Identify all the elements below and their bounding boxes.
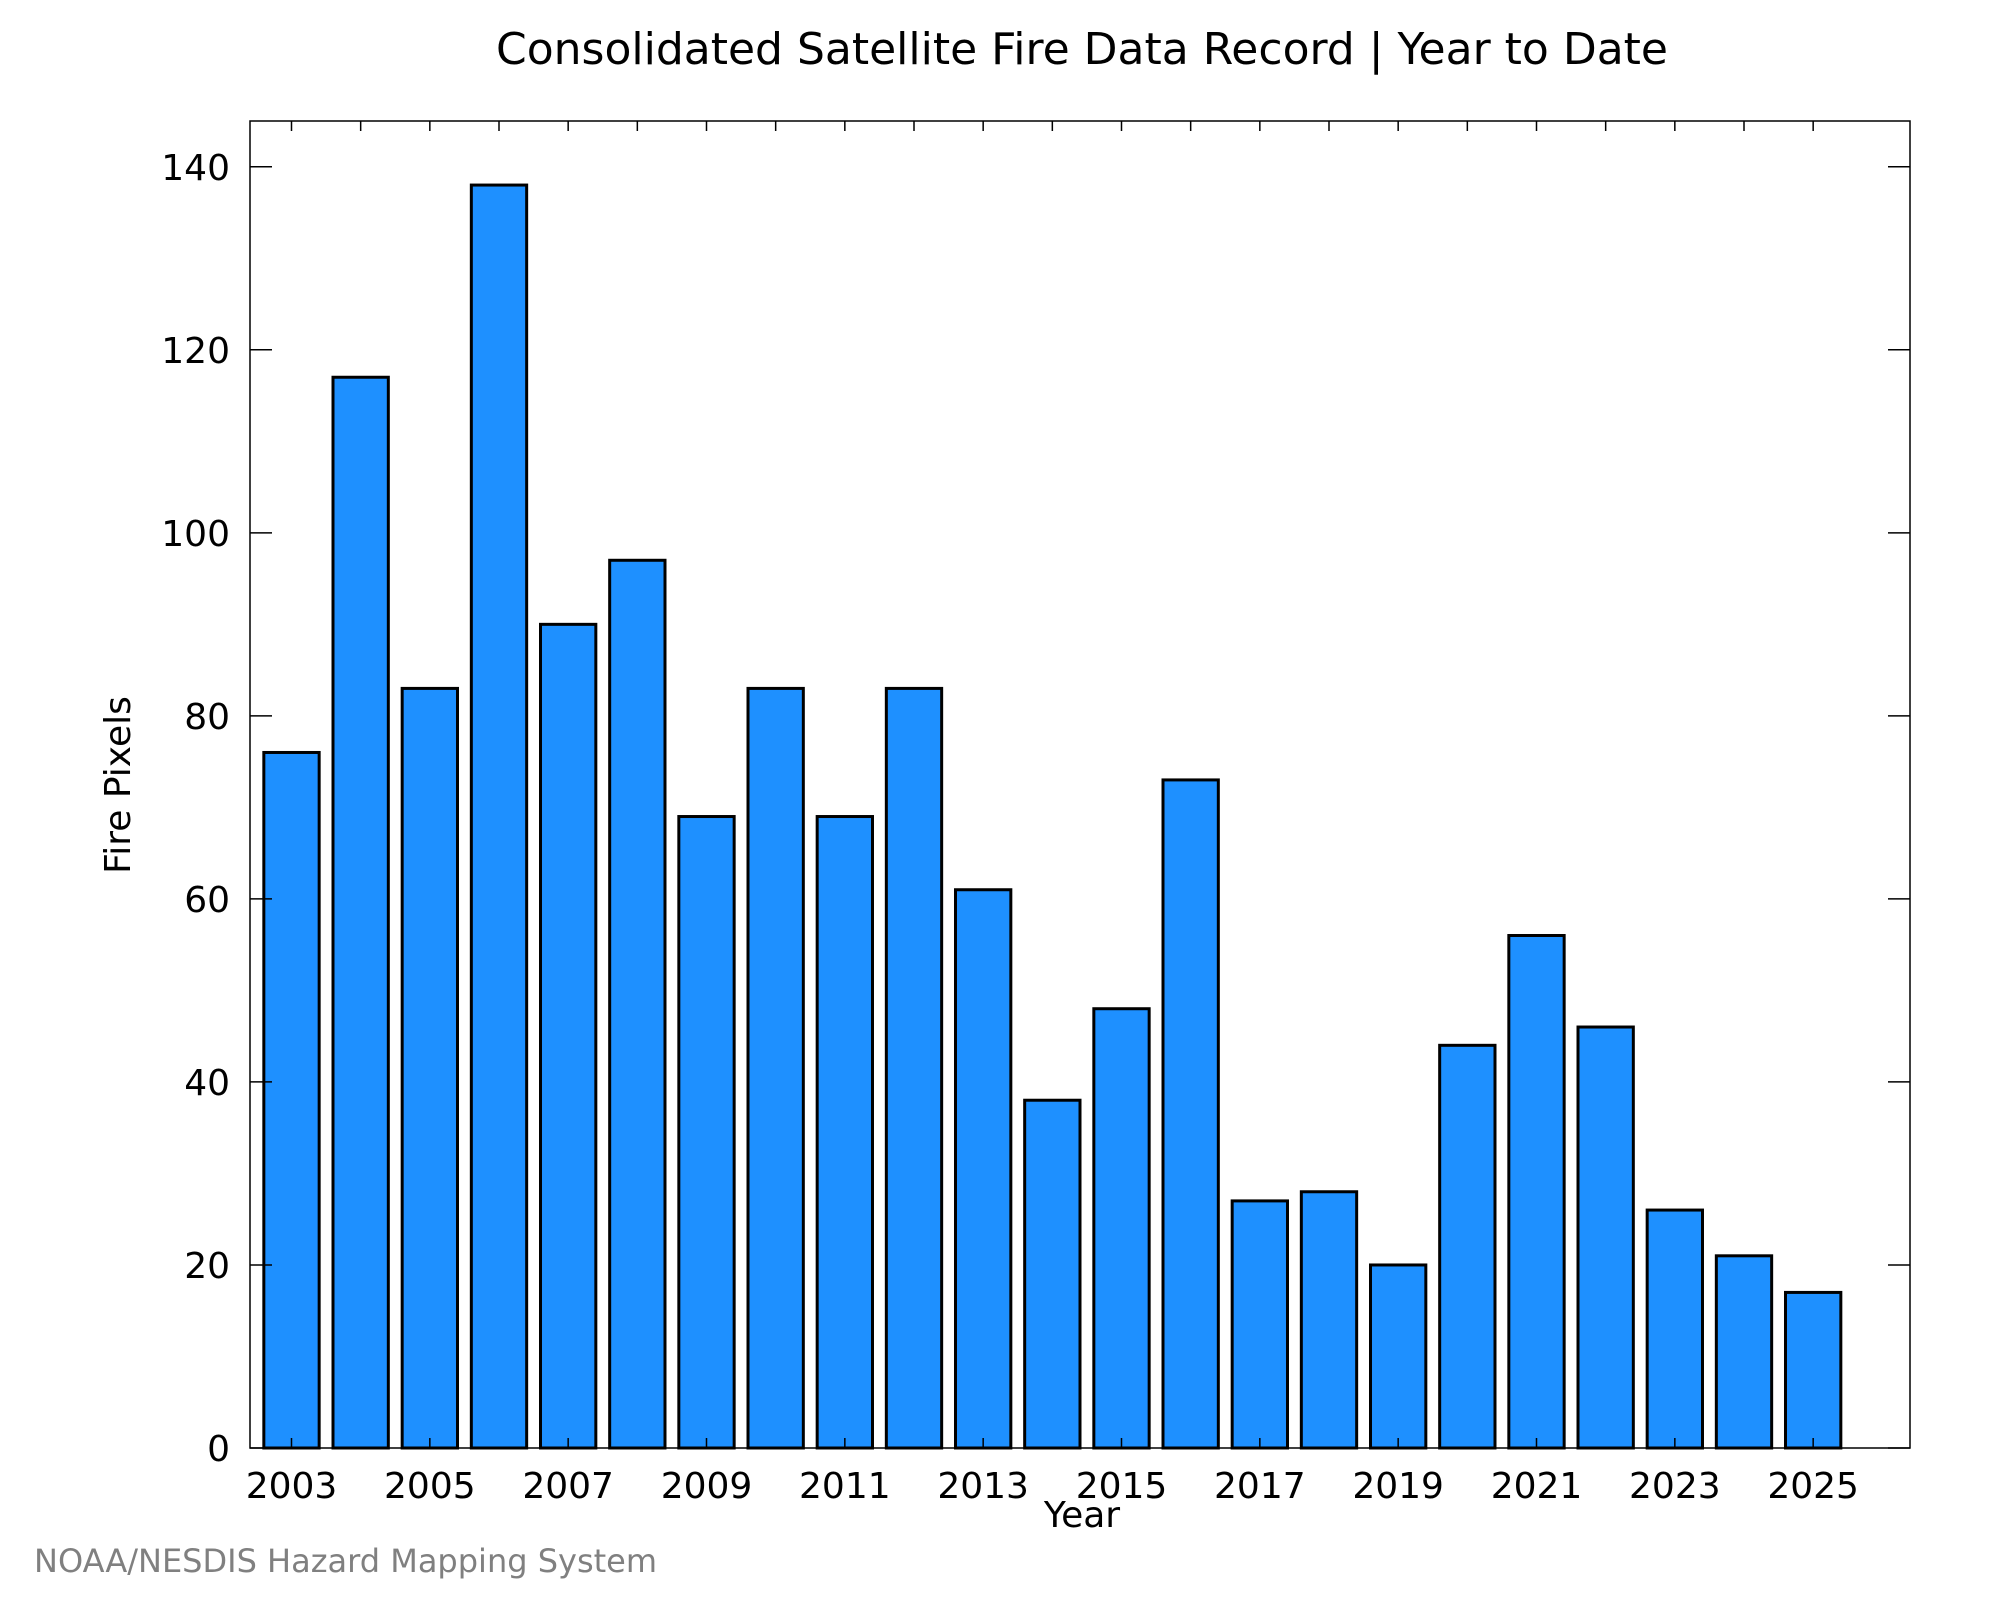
bar-2023 [1645, 1208, 1705, 1450]
bar-2016 [1161, 778, 1220, 1450]
bar-2004 [331, 375, 390, 1450]
x-tick-label: 2017 [1214, 1466, 1306, 1507]
y-tick-label: 100 [161, 514, 230, 555]
bar-2021 [1507, 934, 1566, 1450]
bar-2008 [608, 558, 667, 1450]
bars-layer [262, 183, 1843, 1450]
bar-2003 [262, 750, 321, 1450]
bar-2024 [1714, 1254, 1774, 1450]
y-tick-label: 140 [161, 148, 230, 189]
plot-frame [249, 120, 1911, 1449]
bar-2012 [884, 686, 944, 1450]
chart-title: Consolidated Satellite Fire Data Record … [496, 24, 1668, 75]
x-tick-label: 2009 [661, 1466, 753, 1507]
bar-2018 [1299, 1190, 1359, 1450]
source-credit: NOAA/NESDIS Hazard Mapping System [34, 1542, 657, 1580]
bar-2019 [1369, 1263, 1428, 1450]
y-tick-label: 40 [184, 1063, 230, 1104]
bar-2025 [1784, 1290, 1843, 1450]
tick-labels-layer: 0 20 40 60 80 100 120 140 2003 2005 2007 2009 2011 20… [161, 148, 1859, 1507]
y-tick-label: 0 [207, 1429, 230, 1470]
bar-2011 [815, 815, 874, 1450]
bar-2007 [539, 622, 598, 1450]
y-tick-label: 60 [184, 880, 230, 921]
x-tick-label: 2007 [522, 1466, 614, 1507]
x-tick-label: 2013 [937, 1466, 1029, 1507]
y-axis-label: Fire Pixels [98, 696, 139, 874]
y-tick-label: 120 [161, 331, 230, 372]
bar-2006 [469, 183, 529, 1450]
bar-2013 [954, 888, 1013, 1450]
x-tick-label: 2021 [1491, 1466, 1583, 1507]
y-tick-label: 20 [184, 1246, 230, 1287]
x-tick-label: 2015 [1076, 1466, 1168, 1507]
y-tick-label: 80 [184, 697, 230, 738]
bar-2015 [1092, 1007, 1151, 1450]
bar-2017 [1230, 1199, 1290, 1450]
x-axis-label: Year [1043, 1495, 1120, 1536]
ticks-layer [250, 121, 1910, 1449]
x-tick-label: 2003 [246, 1466, 338, 1507]
x-tick-label: 2005 [384, 1466, 476, 1507]
x-tick-label: 2019 [1352, 1466, 1444, 1507]
bar-2020 [1438, 1043, 1497, 1450]
bar-2005 [400, 686, 460, 1450]
x-tick-label: 2011 [799, 1466, 891, 1507]
x-tick-label: 2023 [1629, 1466, 1721, 1507]
bar-2009 [677, 815, 736, 1450]
bar-2022 [1576, 1025, 1635, 1450]
x-tick-label: 2025 [1767, 1466, 1859, 1507]
bar-2010 [746, 686, 805, 1450]
bar-2014 [1023, 1098, 1082, 1450]
